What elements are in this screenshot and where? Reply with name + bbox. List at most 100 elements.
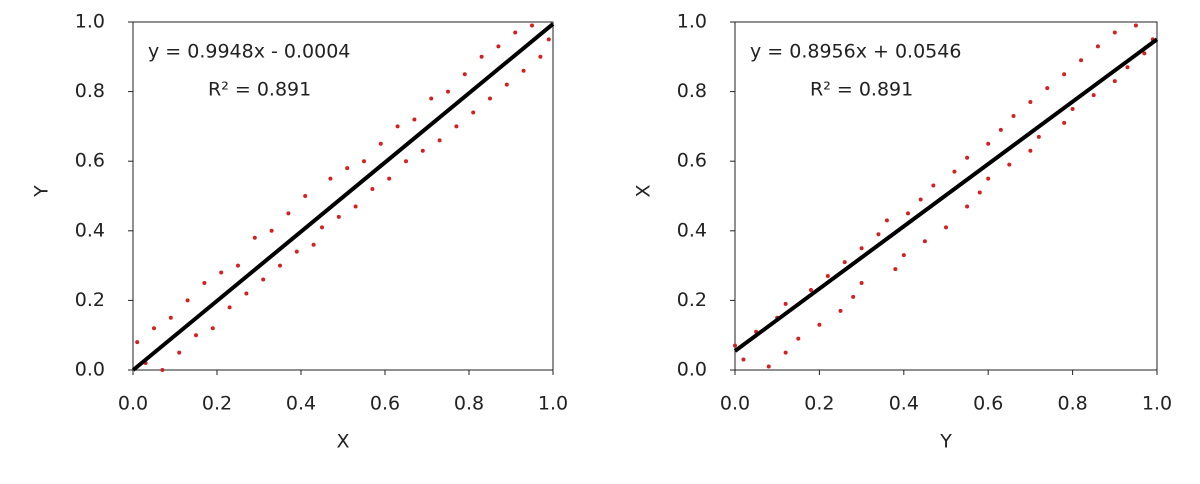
point xyxy=(202,281,207,285)
point xyxy=(1091,93,1096,98)
x-tick-label: 0.0 xyxy=(720,393,750,415)
point xyxy=(336,214,341,219)
point xyxy=(294,249,299,254)
point xyxy=(387,176,392,181)
trendline-equation: y = 0.8956x + 0.0546 xyxy=(750,41,961,63)
x-axis-title: X xyxy=(336,431,349,453)
x-tick-label: 0.2 xyxy=(804,393,834,415)
point xyxy=(194,333,198,338)
x-tick-label: 0.6 xyxy=(370,393,400,415)
point xyxy=(901,253,906,258)
trendline xyxy=(131,22,555,372)
plot-frame xyxy=(132,21,554,371)
point xyxy=(252,235,257,240)
r-squared: R² = 0.891 xyxy=(810,79,913,101)
y-tick-label: 0.0 xyxy=(75,359,105,381)
point xyxy=(420,148,425,153)
point xyxy=(244,291,249,296)
y-tick-label: 0.6 xyxy=(75,150,105,172)
x-tick-label: 0.4 xyxy=(889,393,919,415)
point xyxy=(977,190,982,195)
point xyxy=(152,326,156,331)
point xyxy=(185,298,190,303)
y-axis-title: Y xyxy=(31,185,53,198)
point xyxy=(269,228,274,233)
y-tick-label: 0.4 xyxy=(677,219,707,241)
point xyxy=(817,322,822,327)
point xyxy=(1045,86,1050,91)
y-tick-label: 0.8 xyxy=(75,80,105,102)
point xyxy=(521,68,526,73)
y-axis-title: X xyxy=(633,184,655,197)
y-tick-label: 0.8 xyxy=(677,80,707,102)
point xyxy=(842,260,847,265)
point xyxy=(1112,30,1117,35)
point xyxy=(1142,51,1147,56)
point xyxy=(479,54,484,59)
y-tick-label: 0.2 xyxy=(677,289,707,311)
point xyxy=(1028,100,1033,105)
point xyxy=(783,301,788,306)
y-tick-label: 0.0 xyxy=(677,359,707,381)
x-axis-title: Y xyxy=(939,431,952,453)
point xyxy=(965,204,970,209)
point xyxy=(168,315,173,320)
point xyxy=(986,176,991,181)
point xyxy=(998,127,1003,132)
point xyxy=(311,242,316,247)
r-squared: R² = 0.891 xyxy=(208,79,311,101)
point xyxy=(884,218,889,223)
point xyxy=(236,263,240,268)
y-tick-label: 0.6 xyxy=(677,150,707,172)
point xyxy=(437,138,442,143)
point xyxy=(1062,72,1067,77)
point xyxy=(1007,162,1012,167)
point xyxy=(783,350,788,355)
point xyxy=(918,197,923,202)
point xyxy=(952,169,957,174)
point xyxy=(395,124,400,129)
point xyxy=(219,270,224,275)
point xyxy=(766,364,771,369)
x-tick-label: 0.0 xyxy=(118,393,148,415)
point xyxy=(160,368,165,372)
x-tick-label: 0.4 xyxy=(286,393,316,415)
point xyxy=(177,350,182,355)
trendline xyxy=(733,37,1159,353)
x-tick-label: 1.0 xyxy=(538,393,568,415)
point xyxy=(859,281,864,285)
point xyxy=(1095,44,1100,49)
trendline-equation: y = 0.9948x - 0.0004 xyxy=(148,41,350,63)
point xyxy=(906,211,911,216)
point xyxy=(320,225,324,230)
point xyxy=(303,194,308,198)
point xyxy=(851,294,856,299)
point xyxy=(135,340,140,345)
point xyxy=(893,267,898,272)
point xyxy=(496,44,501,49)
point xyxy=(944,225,948,230)
point xyxy=(986,141,991,146)
point xyxy=(471,110,476,115)
point xyxy=(454,124,459,129)
point xyxy=(362,159,366,164)
point xyxy=(741,357,746,362)
point xyxy=(796,336,801,341)
point xyxy=(345,166,350,171)
point xyxy=(1036,134,1041,139)
x-tick-label: 0.8 xyxy=(454,393,484,415)
point xyxy=(1133,23,1138,28)
point xyxy=(1125,65,1130,70)
point xyxy=(378,141,383,146)
point xyxy=(1011,113,1016,118)
point xyxy=(1070,107,1075,111)
point xyxy=(353,204,358,209)
point xyxy=(965,155,970,160)
x-tick-label: 0.2 xyxy=(202,393,232,415)
point xyxy=(462,72,467,77)
point xyxy=(1112,79,1117,84)
point xyxy=(808,287,813,292)
x-tick-label: 1.0 xyxy=(1142,393,1172,415)
point xyxy=(546,37,551,42)
